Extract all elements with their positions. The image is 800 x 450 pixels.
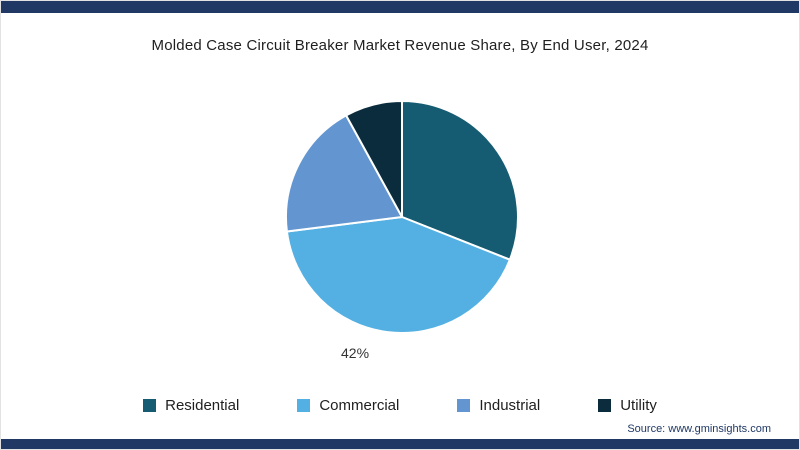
legend-label-commercial: Commercial xyxy=(319,397,400,414)
top-accent-bar xyxy=(1,1,799,13)
legend-swatch-commercial xyxy=(297,399,311,412)
legend-swatch-industrial xyxy=(457,399,471,412)
pie-data-label: 42% xyxy=(341,345,370,361)
legend-item-commercial: Commercial xyxy=(297,397,399,414)
pie-slice-commercial xyxy=(285,216,511,334)
legend-item-residential: Residential xyxy=(143,397,239,414)
pie-chart-svg xyxy=(285,100,519,334)
legend: Residential Commercial Industrial Utilit… xyxy=(1,397,799,414)
pie-slice-industrial xyxy=(285,114,403,233)
legend-label-utility: Utility xyxy=(620,397,657,414)
bottom-accent-bar xyxy=(1,439,799,449)
legend-item-utility: Utility xyxy=(598,397,657,414)
legend-swatch-residential xyxy=(143,399,157,412)
legend-item-industrial: Industrial xyxy=(457,397,540,414)
source-text: Source: www.gminsights.com xyxy=(627,423,771,435)
pie-chart xyxy=(282,97,522,337)
chart-title: Molded Case Circuit Breaker Market Reven… xyxy=(151,37,649,54)
legend-label-residential: Residential xyxy=(165,397,240,414)
pie-slice-residential xyxy=(401,100,519,261)
legend-label-industrial: Industrial xyxy=(479,397,541,414)
legend-swatch-utility xyxy=(598,399,612,412)
pie-slice-utility xyxy=(345,100,403,218)
